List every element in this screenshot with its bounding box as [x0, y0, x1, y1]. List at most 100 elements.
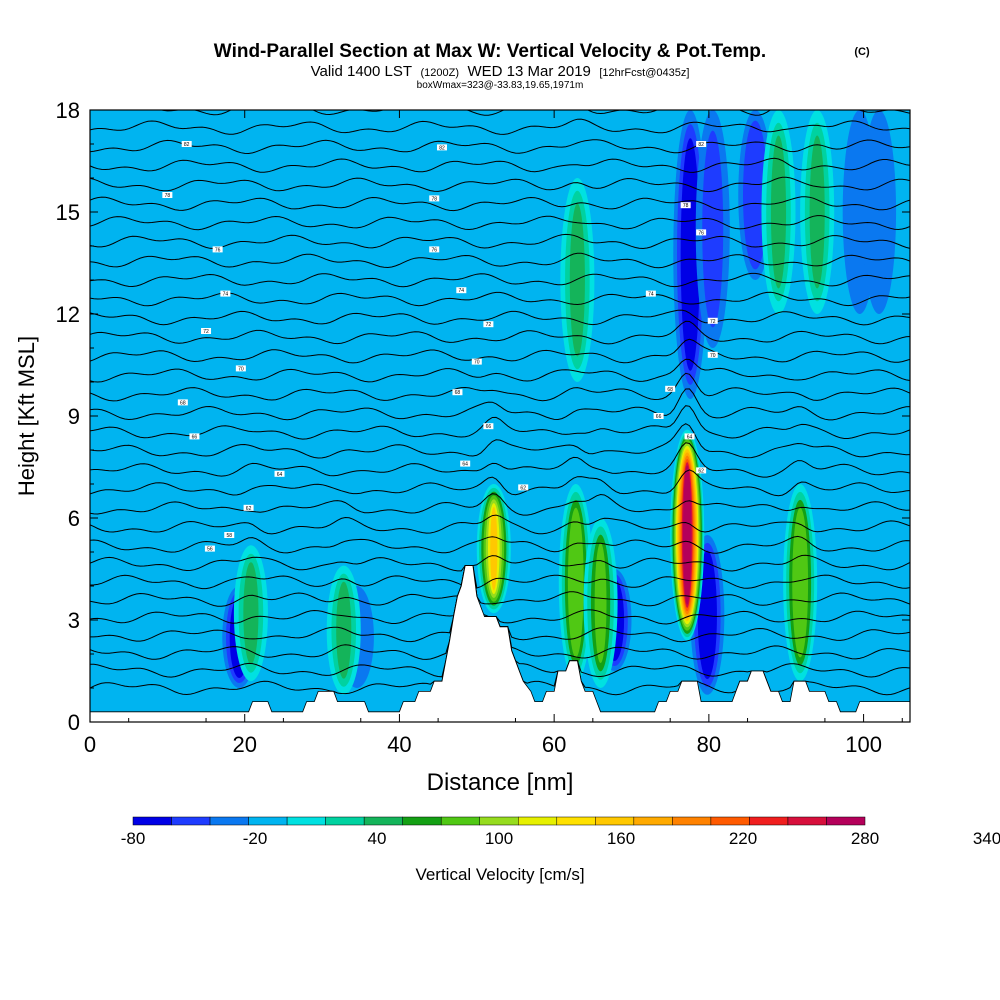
colorbar-swatch	[787, 816, 827, 826]
isentropes	[90, 110, 910, 696]
isentrope-label-bg	[460, 460, 471, 467]
colorbar-tick-label: 340	[973, 829, 1000, 848]
colorbar-tick-label: -80	[121, 829, 146, 848]
x-tick-label: 100	[845, 732, 882, 757]
isentrope-label-bg	[235, 365, 246, 372]
valid-label: Valid 1400 LST	[311, 63, 412, 80]
colorbar-swatch	[209, 816, 249, 826]
colorbar-swatch	[518, 816, 558, 826]
isentrope-line	[90, 554, 910, 572]
isentrope-label-bg	[201, 328, 212, 334]
colorbar-tick-label: -20	[243, 829, 268, 848]
isentrope-label-bg	[645, 290, 656, 297]
isentrope-line	[90, 118, 910, 135]
isentrope-line	[90, 338, 910, 364]
velocity-cells	[222, 110, 897, 695]
y-tick-label: 6	[68, 506, 80, 531]
colorbar-swatch	[595, 816, 635, 826]
valid-date: WED 13 Mar 2019	[468, 63, 591, 80]
colorbar-swatch	[826, 816, 866, 826]
isentrope-label-bg	[696, 141, 707, 147]
valid-utc: (1200Z)	[421, 67, 460, 79]
isentrope-label-bg	[456, 287, 467, 294]
isentrope-label: 82	[698, 142, 704, 148]
colorbar-tick-label: 100	[485, 829, 513, 848]
isentrope-label: 74	[648, 292, 654, 298]
isentrope-line	[98, 110, 910, 116]
x-axis-ticks: 0 20 40 60 80 100	[84, 110, 903, 757]
isentrope-label-bg	[653, 413, 664, 419]
y-tick-label: 18	[56, 98, 80, 123]
colorbar-swatch	[248, 816, 288, 826]
colorbar-tick-label: 280	[851, 829, 879, 848]
isentrope-line	[90, 535, 910, 554]
isentrope-label: 66	[486, 424, 492, 430]
isentrope-label: 62	[698, 468, 704, 474]
isentrope-labels: 56 58 62 64 66 68 70 72 74 76 78 82 64 62 66 68 70 72 74 76…	[162, 141, 718, 553]
downdraft-cell	[747, 131, 763, 259]
colorbar-swatch	[132, 816, 172, 826]
isentrope-label: 70	[474, 360, 480, 366]
colorbar-swatch	[633, 816, 673, 826]
isentrope-label: 76	[215, 247, 221, 253]
isentrope-label: 70	[238, 366, 244, 372]
isentrope-label-bg	[518, 484, 529, 491]
isentrope-label-bg	[429, 246, 440, 253]
isentrope-label: 64	[687, 434, 693, 440]
isentrope-label: 72	[710, 319, 716, 325]
terrain	[90, 565, 910, 722]
isentrope-label: 78	[165, 193, 171, 199]
isentrope-label-bg	[204, 545, 215, 552]
isentrope-label: 78	[431, 196, 437, 202]
isentrope-label-bg	[707, 317, 718, 324]
isentrope-line	[90, 565, 910, 590]
colorbar-swatch	[479, 816, 519, 826]
isentrope-line	[90, 358, 910, 383]
updraft-cell	[336, 581, 352, 679]
isentrope-line	[90, 215, 910, 231]
downdraft-cell	[868, 127, 890, 297]
isentrope-line	[90, 442, 910, 478]
isentrope-label: 58	[226, 533, 232, 539]
y-axis-ticks: 0 3 6 9 12 15 18	[56, 98, 910, 735]
isentrope-label-bg	[177, 399, 188, 406]
colorbar-swatch	[749, 816, 789, 826]
isentrope-label-bg	[707, 351, 718, 358]
isentrope-label: 74	[459, 288, 465, 294]
isentrope-label: 66	[656, 414, 662, 420]
isentrope-label: 64	[277, 472, 283, 478]
isentrope-label: 78	[683, 203, 689, 209]
isentrope-label: 62	[520, 485, 526, 491]
isentrope-line	[90, 469, 910, 497]
updraft-cell	[685, 471, 690, 599]
isentrope-label-bg	[274, 470, 285, 477]
colorbar-label: Vertical Velocity [cm/s]	[415, 865, 584, 884]
x-tick-label: 0	[84, 732, 96, 757]
isentrope-label-bg	[452, 389, 463, 396]
forecast-info: [12hrFcst@0435z]	[599, 67, 689, 79]
colorbar-swatch	[171, 816, 211, 826]
isentrope-label-bg	[696, 467, 707, 474]
plot-area: 56 58 62 64 66 68 70 72 74 76 78 82 64 62 66 68 70 72 74 76…	[90, 110, 910, 722]
y-axis-label: Height [Kft MSL]	[14, 336, 39, 496]
x-tick-label: 20	[232, 732, 256, 757]
isentrope-label-bg	[483, 423, 494, 430]
y-tick-label: 0	[68, 710, 80, 735]
box-info: boxWmax=323@-33.83,19.65,1971m	[417, 80, 584, 91]
colorbar-tick-label: 160	[607, 829, 635, 848]
isentrope-label: 56	[207, 547, 213, 553]
y-tick-label: 9	[68, 404, 80, 429]
isentrope-label-bg	[483, 321, 494, 328]
updraft-cell	[594, 542, 607, 664]
isentrope-line	[90, 233, 910, 250]
isentrope-label: 68	[667, 387, 673, 393]
colorbar-swatch	[672, 816, 712, 826]
updraft-cell	[570, 515, 581, 650]
colorbar-swatch	[710, 816, 750, 826]
isentrope-label: 74	[223, 292, 229, 298]
colorbar-tick-labels: -80 -20 40 100 160 220 280 340	[121, 829, 1000, 848]
downdraft-cell	[701, 558, 714, 672]
isentrope-label: 68	[180, 400, 186, 406]
colorbar-swatch	[363, 816, 403, 826]
